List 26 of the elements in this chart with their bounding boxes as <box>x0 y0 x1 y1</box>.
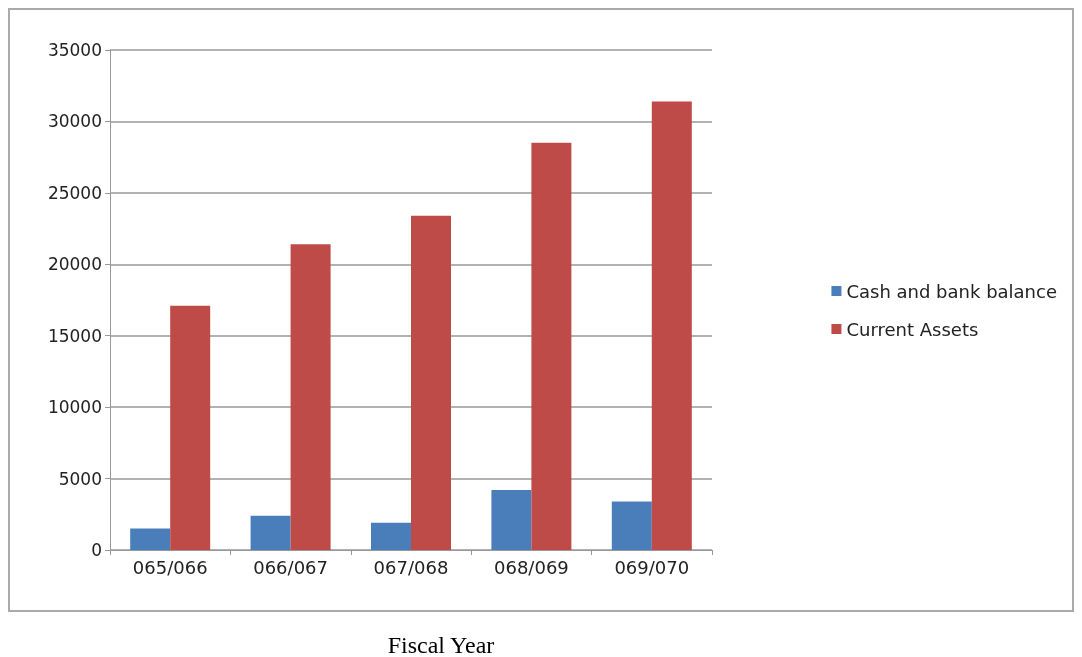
bar <box>371 522 411 550</box>
x-axis-title: Fiscal Year <box>386 632 496 657</box>
y-tick-label: 15000 <box>47 325 102 346</box>
bar <box>250 515 291 550</box>
bar <box>411 215 451 550</box>
x-tick-label: 066/067 <box>253 556 328 578</box>
x-tick-label: 067/068 <box>373 556 449 578</box>
y-tick-label: 25000 <box>47 182 102 203</box>
bar <box>651 101 692 550</box>
bar <box>611 501 652 550</box>
x-tick-label: 065/066 <box>132 556 208 578</box>
y-tick-label: 30000 <box>47 111 102 132</box>
y-tick-label: 10000 <box>47 397 102 418</box>
bar <box>170 305 211 550</box>
y-tick-label: 20000 <box>47 254 102 275</box>
bar <box>491 490 532 550</box>
x-tick-label: 068/069 <box>494 556 569 578</box>
legend-label: Cash and bank balance <box>846 280 1058 302</box>
y-tick-label: 0 <box>91 540 102 560</box>
y-tick-label: 35000 <box>47 40 102 60</box>
bar <box>290 244 331 550</box>
legend-label: Current Assets <box>846 318 979 340</box>
bar <box>531 142 572 550</box>
y-tick-label: 5000 <box>58 468 102 489</box>
x-tick-label: 069/070 <box>614 556 690 578</box>
bar <box>130 528 171 550</box>
